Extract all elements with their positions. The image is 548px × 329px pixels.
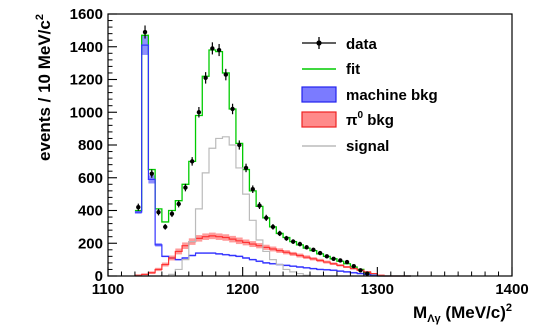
data-point-11 <box>210 46 215 51</box>
x-axis-label-sub: Λγ <box>427 313 441 325</box>
x-tick-label-2: 1300 <box>361 281 394 298</box>
data-point-17 <box>250 187 255 192</box>
legend-label-data: data <box>346 36 378 53</box>
data-point-28 <box>324 254 330 259</box>
y-axis-label: events / 10 MeV/c2 <box>34 14 54 161</box>
data-point-9 <box>196 110 202 115</box>
legend-label-fit: fit <box>346 61 360 78</box>
data-point-0 <box>136 205 141 210</box>
data-point-21 <box>277 231 282 236</box>
y-tick-label-3: 600 <box>78 170 103 187</box>
x-tick-label-0: 1100 <box>92 281 125 298</box>
data-point-29 <box>331 256 336 262</box>
y-tick-label-6: 1200 <box>70 72 103 89</box>
legend-swatch-data-marker <box>316 40 322 46</box>
data-point-14 <box>230 106 235 112</box>
data-point-7 <box>183 185 188 190</box>
data-point-5 <box>169 211 175 216</box>
data-point-31 <box>344 259 350 265</box>
data-point-30 <box>338 258 343 263</box>
series-pi0-bkg <box>134 235 411 277</box>
y-tick-label-0: 0 <box>95 268 103 285</box>
legend-swatch-machine-bkg <box>301 86 337 103</box>
x-tick-label-3: 1400 <box>495 281 528 298</box>
axis-ticks: 1100 1200 1300 1400 0 200 400 600 800 1000 1200 140… <box>70 6 529 298</box>
series-signal <box>134 136 411 277</box>
y-tick-label-8: 1600 <box>70 6 103 23</box>
data-point-27 <box>317 250 323 256</box>
y-tick-label-2: 400 <box>78 203 103 220</box>
legend-label-pi0-bkg: π0 bkg <box>346 110 394 129</box>
legend-item-pi0-bkg: π0 bkg <box>301 110 394 129</box>
data-point-1 <box>142 29 148 35</box>
data-point-18 <box>257 203 262 208</box>
legend-item-machine-bkg: machine bkg <box>301 86 438 104</box>
data-point-19 <box>264 215 269 221</box>
legend-label-pi0-sup: 0 <box>357 110 363 121</box>
data-point-4 <box>163 224 168 230</box>
legend-item-signal: signal <box>302 138 389 155</box>
histogram-lines <box>134 34 411 277</box>
legend-swatch-pi0-bkg <box>301 111 337 128</box>
x-axis-label-units: (MeV/c) <box>441 303 506 322</box>
legend: data fit machine bkg π0 bkg signal <box>301 36 438 155</box>
data-points <box>136 25 370 276</box>
y-tick-label-4: 800 <box>78 137 103 154</box>
data-point-6 <box>176 201 181 207</box>
data-point-22 <box>284 236 289 241</box>
data-point-12 <box>216 47 222 53</box>
data-point-24 <box>297 241 303 247</box>
y-tick-label-5: 1000 <box>70 104 103 121</box>
legend-label-pi0-base: π <box>346 112 358 129</box>
data-point-34 <box>365 271 370 276</box>
data-point-13 <box>223 72 229 77</box>
legend-label-signal: signal <box>346 138 389 155</box>
data-point-15 <box>237 142 242 148</box>
data-point-23 <box>290 239 296 244</box>
data-point-3 <box>156 209 161 215</box>
data-point-2 <box>149 171 154 176</box>
series-machine-bkg <box>134 44 411 277</box>
y-axis-label-main: events / 10 MeV/c <box>35 20 54 161</box>
y-tick-label-7: 1400 <box>70 39 103 56</box>
data-point-32 <box>351 263 356 269</box>
data-point-20 <box>270 224 276 230</box>
x-axis-label-sup: 2 <box>506 302 512 314</box>
y-axis-label-sup: 2 <box>34 14 46 20</box>
data-point-10 <box>203 75 208 81</box>
legend-item-fit: fit <box>302 61 360 78</box>
plot-frame <box>107 13 513 277</box>
x-axis-label: MΛγ (MeV/c)2 <box>413 302 512 325</box>
legend-label-pi0-rest: bkg <box>363 112 394 129</box>
y-tick-label-1: 200 <box>78 235 103 252</box>
legend-item-data: data <box>302 36 378 53</box>
x-tick-label-1: 1200 <box>226 281 259 298</box>
data-point-26 <box>311 247 316 252</box>
data-point-25 <box>304 245 309 250</box>
data-point-16 <box>243 165 249 171</box>
data-point-33 <box>358 268 363 273</box>
series-fit <box>134 34 411 277</box>
data-point-8 <box>189 159 195 164</box>
x-axis-label-main: M <box>413 303 427 322</box>
legend-label-machine-bkg: machine bkg <box>346 87 438 104</box>
